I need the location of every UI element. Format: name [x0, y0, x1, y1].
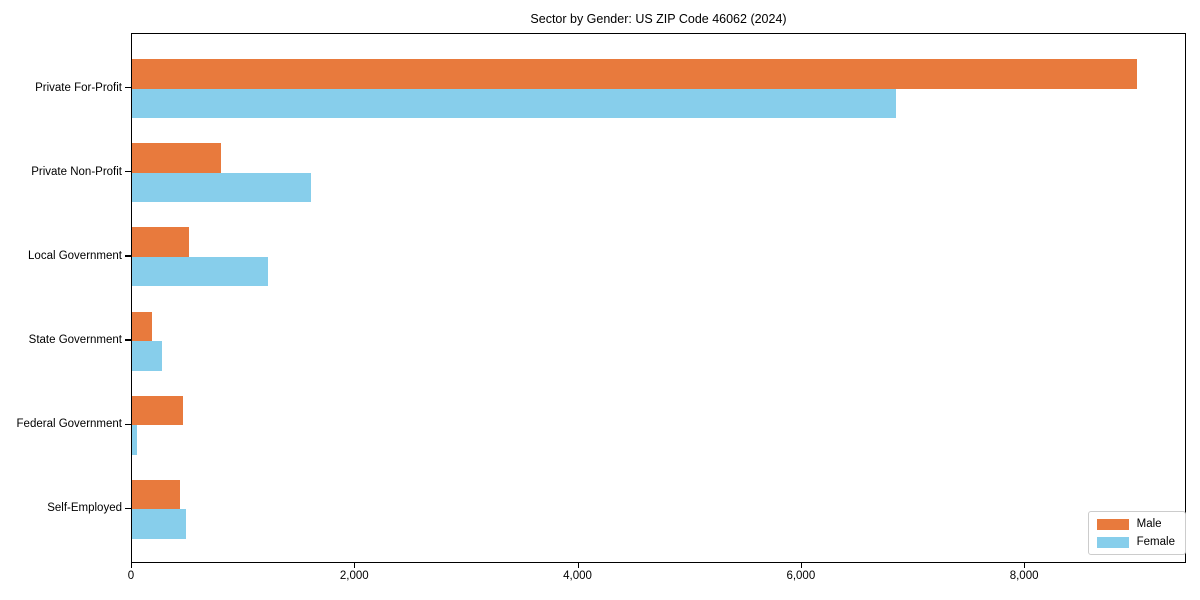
bar-male-local-government: [132, 227, 189, 257]
xtick-mark-4000: [577, 563, 579, 568]
plot-area: [131, 33, 1186, 563]
bar-male-self-employed: [132, 479, 180, 510]
xtick-mark-2000: [354, 563, 356, 568]
ytick-mark-self-employed: [125, 507, 131, 509]
male-swatch: [1096, 518, 1129, 530]
ytick-mark-federal-government: [125, 423, 131, 425]
xtick-label-0: 0: [127, 570, 135, 582]
legend-entry-female: Female: [1096, 536, 1175, 548]
ytick-mark-local-government: [125, 255, 131, 257]
xtick-mark-8000: [1024, 563, 1026, 568]
ytick-label-federal-government: Federal Government: [16, 418, 122, 431]
ytick-mark-private-non-profit: [125, 171, 131, 173]
ytick-mark-private-for-profit: [125, 87, 131, 89]
bar-male-private-non-profit: [132, 143, 222, 173]
xtick-label-2000: 2,000: [339, 570, 369, 582]
bar-male-state-government: [132, 311, 153, 342]
xtick-mark-6000: [800, 563, 803, 568]
legend-label-male: Male: [1136, 518, 1162, 530]
ytick-label-private-non-profit: Private Non-Profit: [31, 165, 122, 178]
ytick-label-state-government: State Government: [28, 334, 122, 347]
ytick-label-private-for-profit: Private For-Profit: [35, 81, 122, 94]
xtick-label-8000: 8,000: [1009, 570, 1039, 582]
bar-female-private-for-profit: [132, 88, 896, 119]
ytick-label-local-government: Local Government: [28, 249, 122, 262]
bar-female-federal-government: [132, 425, 138, 455]
bar-male-federal-government: [132, 395, 184, 426]
ytick-mark-state-government: [125, 339, 131, 341]
bar-female-private-non-profit: [132, 172, 311, 203]
bar-female-self-employed: [132, 509, 186, 539]
female-swatch: [1096, 536, 1129, 548]
legend: Male Female: [1087, 511, 1186, 555]
legend-label-female: Female: [1136, 536, 1175, 548]
bar-male-private-for-profit: [132, 59, 1137, 89]
chart-title: Sector by Gender: US ZIP Code 46062 (202…: [530, 12, 787, 26]
bar-female-local-government: [132, 256, 269, 287]
xtick-mark-0: [131, 563, 133, 568]
bar-female-state-government: [132, 341, 162, 371]
legend-entry-male: Male: [1096, 518, 1175, 530]
ytick-label-self-employed: Self-Employed: [47, 502, 122, 515]
xtick-label-6000: 6,000: [786, 570, 816, 582]
xtick-label-4000: 4,000: [563, 570, 592, 582]
